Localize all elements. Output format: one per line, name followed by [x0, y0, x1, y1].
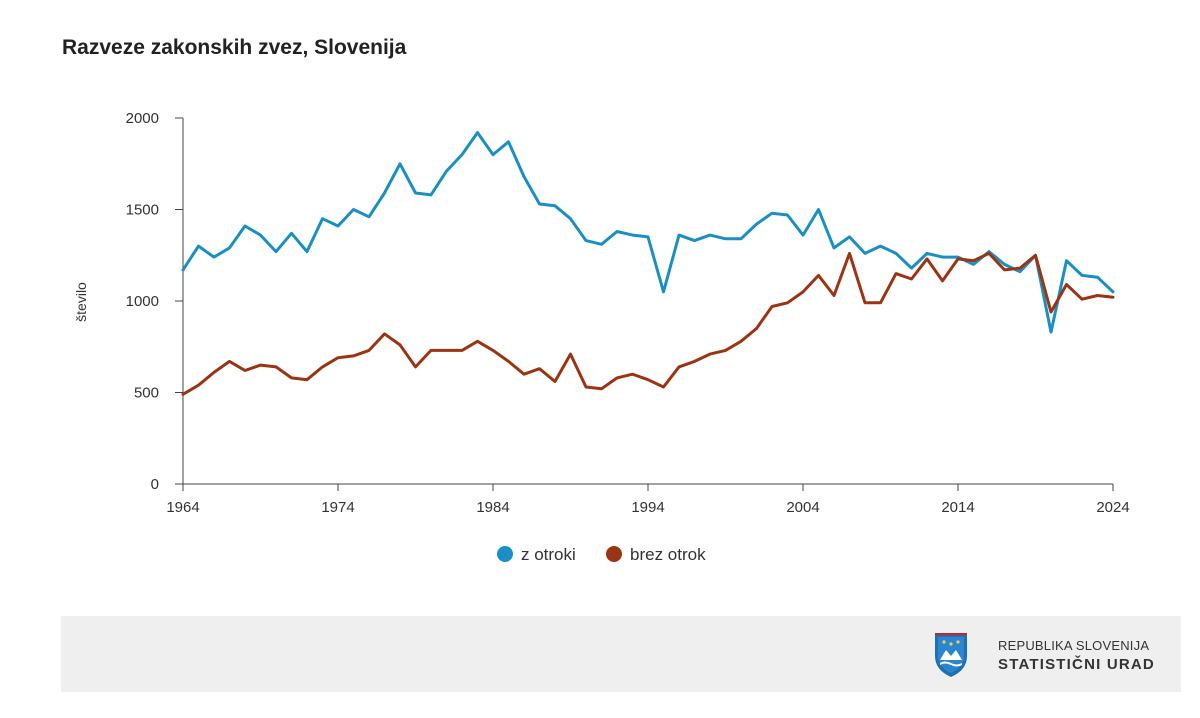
- x-tick-label: 2014: [941, 499, 974, 516]
- legend-marker: [497, 546, 513, 562]
- series-lines: [181, 131, 1115, 396]
- line-chart: 0 500 1000 1500 2000 1964 1974 1984 1994 2004 201…: [73, 110, 1130, 564]
- y-tick-label: 1000: [126, 293, 159, 310]
- x-tick-label: 2024: [1096, 499, 1129, 516]
- legend-marker: [606, 546, 622, 562]
- legend-label: z otroki: [521, 545, 576, 564]
- legend: z otroki brez otrok: [497, 545, 706, 564]
- y-tick-label: 0: [151, 476, 159, 493]
- brand-line-2: STATISTIČNI URAD: [998, 656, 1155, 673]
- x-tick-label: 1994: [631, 499, 664, 516]
- x-tick-label: 1984: [476, 499, 509, 516]
- x-tick-label: 2004: [786, 499, 819, 516]
- y-tick-label: 2000: [126, 110, 159, 127]
- chart-title: Razveze zakonskih zvez, Slovenija: [62, 36, 407, 59]
- legend-label: brez otrok: [630, 545, 706, 564]
- x-tick-label: 1964: [166, 499, 199, 516]
- axes: [182, 118, 1113, 485]
- series-line-z-otroki: [181, 131, 1115, 334]
- slovenia-coat-of-arms-icon: [935, 633, 967, 677]
- y-tick-label: 1500: [126, 202, 159, 219]
- footer-bar: [61, 616, 1181, 692]
- y-ticks: 0 500 1000 1500 2000: [126, 110, 183, 493]
- y-tick-label: 500: [134, 385, 159, 402]
- y-axis-label: število: [73, 282, 89, 322]
- series-line-brez-otrok: [181, 251, 1115, 396]
- x-tick-label: 1974: [321, 499, 354, 516]
- brand-line-1: REPUBLIKA SLOVENIJA: [998, 638, 1150, 653]
- x-ticks: 1964 1974 1984 1994 2004 2014 2024: [166, 484, 1130, 516]
